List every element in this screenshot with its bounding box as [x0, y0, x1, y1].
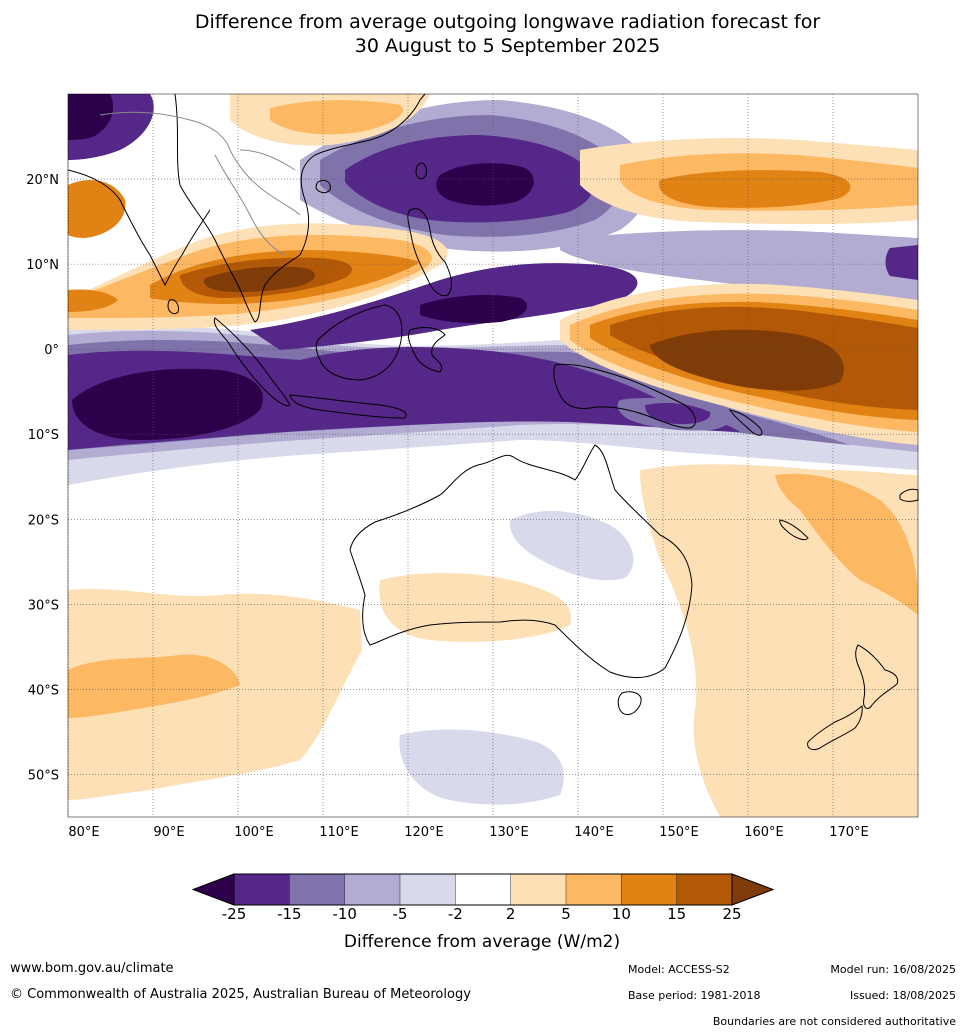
new-guinea-coastline	[553, 363, 696, 429]
colorbar-tick-label: -25	[221, 905, 247, 923]
anomaly-region-australia-west-purple	[509, 510, 634, 581]
colorbar-title: Difference from average (W/m2)	[343, 932, 621, 952]
anomaly-region-png-purple-strong	[645, 402, 711, 424]
footer-model-run: Model run: 16/08/2025	[830, 963, 956, 976]
tasmania-coastline	[617, 691, 642, 716]
latitude-tick-label: 10°S	[28, 428, 59, 443]
latitude-tick-label: 20°N	[26, 173, 59, 188]
anomaly-region-south-china-sea-purple-extreme	[436, 163, 534, 206]
sri-lanka-coastline	[167, 299, 179, 315]
colorbar-tick-label: -15	[277, 905, 302, 923]
anomaly-region-central-pacific-purple-band	[560, 230, 918, 300]
footer-base-period: Base period: 1981-2018	[628, 989, 761, 1002]
latitude-tick-label: 50°S	[28, 768, 59, 783]
sulawesi-coastline	[407, 327, 446, 373]
longitude-tick-label: 160°E	[744, 825, 784, 840]
colorbar-frame	[233, 873, 733, 906]
philippines-coastline	[407, 208, 452, 297]
map-frame	[67, 93, 919, 818]
footer-issued: Issued: 18/08/2025	[849, 989, 956, 1002]
longitude-labels: 80°E 90°E 100°E 110°E 120°E 130°E 140°E 150°E 16…	[68, 825, 868, 840]
anomaly-region-southern-purple	[399, 729, 564, 805]
footer-website[interactable]: www.bom.gov.au/climate	[10, 961, 174, 976]
colorbar-tick-label: 25	[722, 905, 742, 923]
chart-title: Difference from average outgoing longwav…	[0, 10, 965, 58]
anomaly-region-indian-ocean-purple-extreme	[72, 368, 264, 440]
anomaly-region-central-pacific-purple-strong	[885, 245, 918, 280]
anomaly-region-south-indian-ocean	[68, 588, 362, 800]
tropical-anomaly-bands	[68, 94, 918, 485]
longitude-tick-label: 110°E	[319, 825, 359, 840]
hainan-coastline	[315, 179, 331, 194]
new-zealand-north-coastline	[855, 644, 899, 709]
longitude-tick-label: 120°E	[404, 825, 444, 840]
anomaly-region-maritime-continent-purple-extreme	[420, 294, 528, 324]
footer-model: Model: ACCESS-S2	[628, 963, 730, 976]
latitude-tick-label: 0°	[44, 343, 59, 358]
colorbar-tick-label: 15	[667, 905, 687, 923]
boundary-line	[239, 149, 296, 171]
colorbar-swatch	[234, 874, 290, 905]
india-coastline	[67, 169, 211, 287]
java-coastline	[289, 394, 407, 419]
anomaly-region-coral-sea-orange	[775, 473, 918, 615]
sumatra-coastline	[213, 317, 291, 407]
colorbar-swatch	[621, 874, 677, 905]
longitude-tick-label: 80°E	[68, 825, 99, 840]
anomaly-region-central-pacific-dark-orange	[659, 170, 851, 208]
anomaly-region-northwest-purple-extreme	[68, 94, 114, 140]
colorbar-tick-label: 5	[561, 905, 571, 923]
longitude-tick-label: 140°E	[574, 825, 614, 840]
new-zealand-south-coastline	[807, 705, 863, 751]
new-caledonia-coastline	[779, 519, 809, 541]
anomaly-region-equatorial-pacific-extreme	[650, 329, 844, 391]
boundary-line	[214, 154, 286, 256]
colorbar-swatch	[676, 874, 732, 905]
taiwan-coastline	[415, 162, 427, 180]
anomaly-region-arabian-sea-orange	[68, 289, 118, 312]
coastlines	[67, 93, 919, 751]
longitude-tick-label: 150°E	[659, 825, 699, 840]
boundary-line	[99, 111, 301, 216]
longitude-tick-label: 90°E	[153, 825, 184, 840]
national-boundaries	[99, 111, 301, 256]
longitude-tick-label: 100°E	[234, 825, 274, 840]
colorbar	[191, 873, 775, 906]
colorbar-tick-label: 10	[611, 905, 631, 923]
anomaly-region-north-pacific-orange	[270, 100, 404, 135]
colorbar-swatch	[344, 874, 400, 905]
australia-coastline	[349, 444, 693, 678]
colorbar-swatch	[510, 874, 566, 905]
colorbar-tick-label: -2	[447, 905, 463, 923]
title-line-2: 30 August to 5 September 2025	[354, 35, 661, 57]
colorbar-swatch	[566, 874, 622, 905]
footer-copyright: © Commonwealth of Australia 2025, Austra…	[10, 987, 471, 1002]
colorbar-swatch	[455, 874, 511, 905]
title-line-1: Difference from average outgoing longwav…	[194, 11, 821, 33]
latitude-tick-label: 10°N	[26, 258, 59, 273]
colorbar-tick-label: 2	[505, 905, 516, 923]
colorbar-tick-label: -5	[392, 905, 408, 923]
longitude-tick-label: 170°E	[829, 825, 869, 840]
footer-disclaimer: Boundaries are not considered authoritat…	[712, 1015, 956, 1028]
latitude-tick-label: 30°S	[28, 598, 59, 613]
latitude-tick-label: 40°S	[28, 683, 59, 698]
longitude-tick-label: 130°E	[489, 825, 529, 840]
southern-ocean-bands	[68, 464, 918, 817]
colorbar-tick-label: -10	[332, 905, 357, 923]
latitude-labels: 20°N 10°N 0° 10°S 20°S 30°S 40°S 50°S	[26, 173, 59, 783]
southeast-asia-coastline	[174, 93, 426, 323]
colorbar-swatch	[400, 874, 456, 905]
borneo-coastline	[315, 304, 403, 381]
latitude-tick-label: 20°S	[28, 513, 59, 528]
anomaly-region-indian-ocean-orange	[68, 654, 240, 718]
anomaly-region-australia-interior	[379, 573, 571, 642]
colorbar-swatch	[289, 874, 345, 905]
solomon-islands-coastline	[728, 409, 763, 436]
anomaly-region-india-orange	[68, 180, 126, 238]
colorbar-extend-high	[731, 873, 775, 906]
colorbar-extend-low	[191, 873, 235, 906]
